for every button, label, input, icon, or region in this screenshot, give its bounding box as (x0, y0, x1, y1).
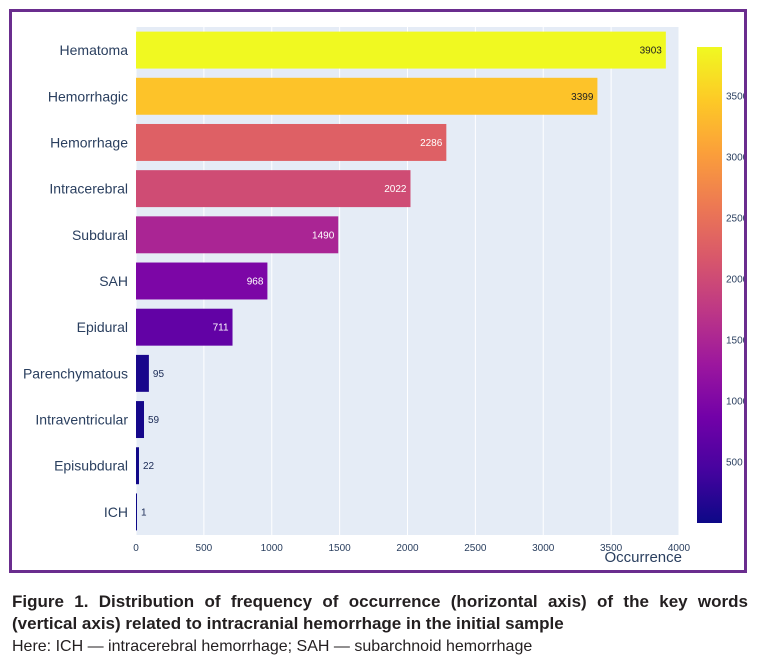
bar-value-label: 3903 (640, 46, 663, 57)
x-tick-label: 3000 (532, 543, 555, 554)
y-tick-label: SAH (99, 273, 128, 289)
x-tick-label: 1500 (329, 543, 352, 554)
bar-value-label: 59 (148, 415, 160, 426)
x-tick-label: 2500 (464, 543, 487, 554)
bar-sah (136, 262, 268, 300)
x-tick-label: 500 (196, 543, 213, 554)
bar-value-label: 2286 (420, 138, 443, 149)
figure-frame: 3903 3399 2286 2022 1490 968 711 95 59 22 1 Hemato… (9, 9, 747, 573)
colorbar-tick-label: 3000 (726, 153, 744, 164)
bar-value-label: 95 (153, 369, 165, 380)
bar-episubdural (136, 447, 139, 485)
bar-value-label: 2022 (384, 184, 407, 195)
y-tick-label: Intracerebral (49, 181, 128, 197)
bar-value-label: 3399 (571, 92, 594, 103)
colorbar-tick-label: 2000 (726, 275, 744, 286)
bar-value-label: 711 (213, 323, 229, 334)
colorbar-tick-label: 1500 (726, 336, 744, 347)
y-tick-label: Parenchymatous (23, 365, 128, 381)
x-axis-tick-labels: 0 500 1000 1500 2000 2500 3000 3500 4000 (133, 543, 690, 554)
x-tick-label: 0 (133, 543, 139, 554)
y-tick-label: Hemorrhagic (48, 88, 128, 104)
bar-chart: 3903 3399 2286 2022 1490 968 711 95 59 22 1 Hemato… (23, 27, 744, 566)
colorbar-tick-label: 1000 (726, 397, 744, 408)
figure-caption: Figure 1. Distribution of frequency of o… (12, 591, 748, 657)
bar-value-label: 968 (247, 277, 264, 288)
y-tick-label: Hematoma (60, 42, 129, 58)
bar-intracerebral (136, 170, 411, 208)
x-tick-label: 2000 (396, 543, 419, 554)
bar-parenchymatous (136, 354, 149, 392)
bar-value-label: 22 (143, 461, 155, 472)
y-tick-label: Epidural (77, 319, 128, 335)
colorbar-tick-labels: 500 1000 1500 2000 2500 3000 3500 (726, 92, 744, 469)
colorbar (697, 47, 722, 523)
colorbar-tick-label: 500 (726, 458, 743, 469)
bar-value-label: 1 (141, 507, 147, 518)
bar-epidural (136, 308, 233, 346)
bar-hematoma (136, 31, 666, 69)
bar-intraventricular (136, 401, 145, 439)
bar-value-label: 1490 (312, 230, 335, 241)
bar-hemorrhage (136, 123, 447, 161)
y-tick-label: Subdural (72, 227, 128, 243)
y-axis-tick-labels: Hematoma Hemorrhagic Hemorrhage Intracerebr… (23, 42, 128, 520)
y-tick-label: Hemorrhage (50, 134, 128, 150)
x-tick-label: 4000 (668, 543, 691, 554)
bar-subdural (136, 216, 339, 254)
colorbar-tick-label: 3500 (726, 92, 744, 103)
caption-title: Figure 1. Distribution of frequency of o… (12, 592, 748, 633)
y-tick-label: Episubdural (54, 458, 128, 474)
x-tick-label: 3500 (600, 543, 623, 554)
x-axis-title: Occurrence (604, 549, 682, 566)
x-tick-label: 1000 (261, 543, 284, 554)
y-tick-label: ICH (104, 504, 128, 520)
y-tick-label: Intraventricular (35, 412, 128, 428)
caption-note: Here: ICH — intracerebral hemorrhage; SA… (12, 638, 533, 655)
colorbar-tick-label: 2500 (726, 214, 744, 225)
bars: 3903 3399 2286 2022 1490 968 711 95 59 22 1 (136, 31, 666, 531)
bar-hemorrhagic (136, 77, 598, 115)
bar-ich (136, 493, 137, 531)
